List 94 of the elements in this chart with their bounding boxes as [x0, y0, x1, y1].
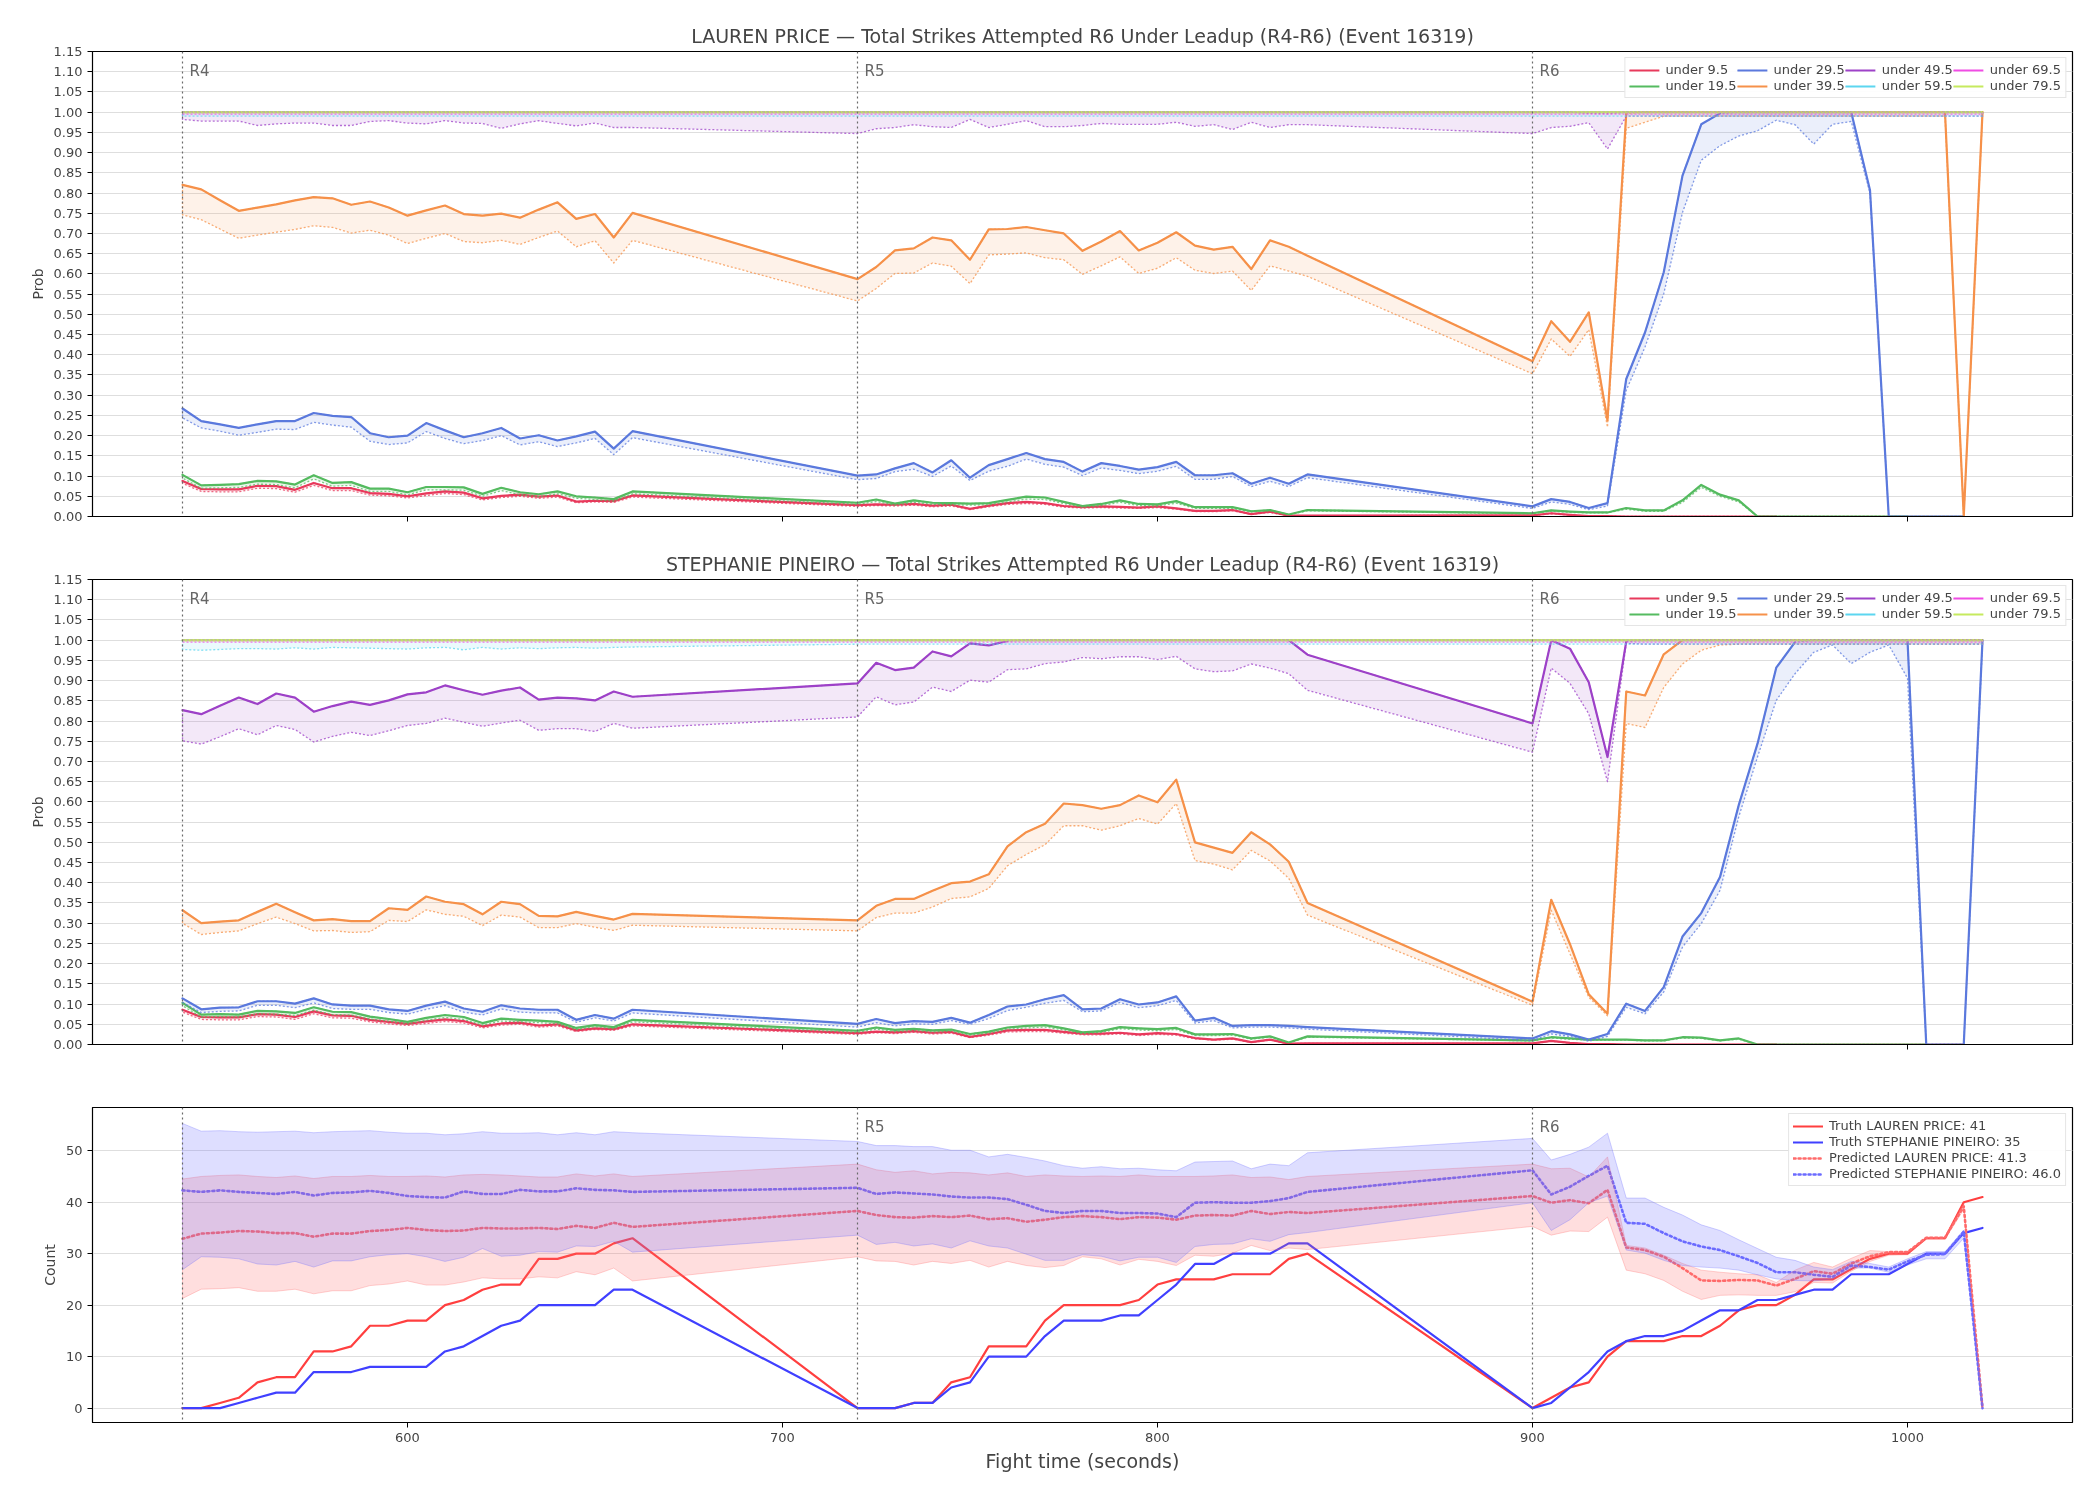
legend-label: Predicted STEPHANIE PINEIRO: 46.0	[1829, 1166, 2061, 1181]
y-tick-label: 0.85	[53, 693, 83, 709]
y-tick-label: 0.35	[53, 367, 83, 383]
y-tick-label: 1.00	[53, 104, 83, 120]
legend-label: under 29.5	[1773, 590, 1845, 605]
x-tick-label: 800	[1145, 1429, 1170, 1445]
ref-line-label: R6	[1539, 1117, 1560, 1136]
legend-label: under 69.5	[1989, 590, 2061, 605]
chart-title: STEPHANIE PINEIRO — Total Strikes Attempted R6 Under Leadup (R4-R6) (Event 16319)	[665, 552, 1500, 575]
y-tick-label: 0	[74, 1400, 83, 1416]
y-tick-label: 1.15	[53, 44, 83, 59]
x-tick-label: 700	[770, 1429, 795, 1445]
y-tick-label: 50	[65, 1143, 83, 1159]
y-tick-label: 0.90	[53, 145, 83, 161]
y-tick-label: 0.40	[53, 347, 83, 363]
y-axis-title: Prob	[29, 268, 46, 300]
y-tick-label: 0.95	[53, 652, 83, 668]
y-tick-label: 0.25	[53, 407, 83, 423]
legend-label: Truth LAUREN PRICE: 41	[1829, 1118, 1987, 1133]
y-tick-label: 1.05	[53, 84, 83, 100]
y-tick-label: 0.65	[53, 246, 83, 262]
ref-line-label: R5	[864, 1117, 885, 1136]
y-tick-label: 0.80	[53, 713, 83, 729]
legend-label: under 19.5	[1665, 78, 1737, 93]
legend-label: under 39.5	[1773, 606, 1845, 621]
ref-line-label: R4	[189, 61, 210, 80]
y-tick-label: 20	[65, 1297, 83, 1313]
y-tick-label: 40	[65, 1194, 83, 1210]
y-tick-label: 0.55	[53, 286, 83, 302]
legend-label: under 59.5	[1881, 78, 1953, 93]
y-tick-label: 0.50	[53, 306, 83, 322]
y-tick-label: 0.25	[53, 935, 83, 951]
y-tick-label: 0.05	[53, 488, 83, 504]
y-tick-label: 0.05	[53, 1016, 83, 1032]
x-tick-label: 900	[1520, 1429, 1545, 1445]
y-tick-label: 0.60	[53, 794, 83, 810]
x-tick-label: 1000	[1890, 1429, 1925, 1445]
y-tick-label: 0.50	[53, 834, 83, 850]
y-tick-label: 0.45	[53, 327, 83, 343]
y-tick-label: 0.70	[53, 225, 83, 241]
y-tick-label: 1.00	[53, 632, 83, 648]
y-tick-label: 1.15	[53, 572, 83, 587]
y-tick-label: 0.30	[53, 387, 83, 403]
legend-label: under 49.5	[1881, 62, 1953, 77]
ref-line-label: R5	[864, 589, 885, 608]
ref-line-label: R4	[189, 589, 210, 608]
y-tick-label: 0.20	[53, 428, 83, 444]
y-tick-label: 0.00	[53, 1037, 83, 1052]
legend-label: under 79.5	[1989, 78, 2061, 93]
y-tick-label: 0.00	[53, 509, 83, 524]
x-tick-label: 600	[395, 1429, 420, 1445]
y-tick-label: 0.10	[53, 996, 83, 1012]
y-tick-label: 0.10	[53, 468, 83, 484]
ref-line-label: R5	[864, 61, 885, 80]
legend-label: under 29.5	[1773, 62, 1845, 77]
y-tick-label: 0.35	[53, 895, 83, 911]
y-tick-label: 0.30	[53, 915, 83, 931]
y-tick-label: 0.15	[53, 448, 83, 464]
y-tick-label: 0.40	[53, 875, 83, 891]
y-tick-label: 0.70	[53, 753, 83, 769]
y-tick-label: 0.95	[53, 124, 83, 140]
legend-label: under 49.5	[1881, 590, 1953, 605]
y-tick-label: 1.05	[53, 612, 83, 628]
y-tick-label: 0.45	[53, 855, 83, 871]
y-axis-title: Count	[41, 1243, 58, 1286]
chart-title: LAUREN PRICE — Total Strikes Attempted R6 Under Leadup (R4-R6) (Event 16319)	[691, 24, 1474, 47]
legend-label: under 9.5	[1665, 62, 1729, 77]
y-tick-label: 0.65	[53, 774, 83, 790]
y-tick-label: 0.20	[53, 956, 83, 972]
ref-line-label: R6	[1539, 589, 1560, 608]
legend-label: under 39.5	[1773, 78, 1845, 93]
legend-label: under 69.5	[1989, 62, 2061, 77]
legend-label: Truth STEPHANIE PINEIRO: 35	[1829, 1134, 2021, 1149]
y-tick-label: 30	[65, 1246, 83, 1262]
legend-label: under 59.5	[1881, 606, 1953, 621]
y-tick-label: 0.55	[53, 814, 83, 830]
y-tick-label: 10	[65, 1349, 83, 1365]
y-tick-label: 0.60	[53, 266, 83, 282]
y-tick-label: 1.10	[53, 64, 83, 80]
y-axis-title: Prob	[29, 796, 46, 828]
y-tick-label: 0.85	[53, 165, 83, 181]
ref-line-label: R6	[1539, 61, 1560, 80]
y-tick-label: 0.15	[53, 976, 83, 992]
y-tick-label: 0.80	[53, 185, 83, 201]
legend-label: under 9.5	[1665, 590, 1729, 605]
legend-label: under 79.5	[1989, 606, 2061, 621]
y-tick-label: 0.75	[53, 205, 83, 221]
y-tick-label: 1.10	[53, 592, 83, 608]
line-series	[181, 639, 1684, 1015]
legend-label: Predicted LAUREN PRICE: 41.3	[1829, 1150, 2027, 1165]
y-tick-label: 0.75	[53, 733, 83, 749]
legend-label: under 19.5	[1665, 606, 1737, 621]
y-tick-label: 0.90	[53, 673, 83, 689]
x-axis-title: Fight time (seconds)	[985, 1449, 1180, 1472]
